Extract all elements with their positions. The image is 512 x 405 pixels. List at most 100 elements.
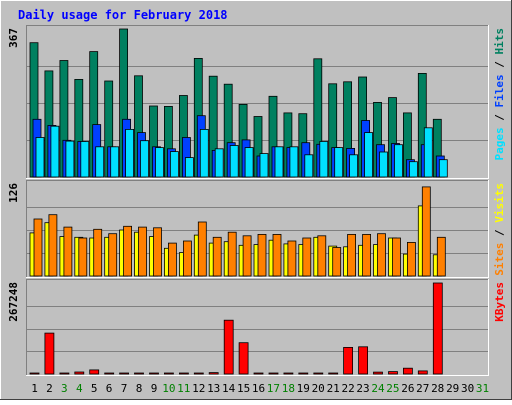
bar-requests-pages-day-4 xyxy=(80,141,90,178)
bar-requests-pages-day-25 xyxy=(394,144,403,178)
x-tick-label-day-3: 3 xyxy=(61,382,68,395)
bar-visits-sites-day-27 xyxy=(421,186,431,277)
panel-visits: 126 Sites / Visits xyxy=(7,180,506,278)
bar-kbytes-kbytes-day-11 xyxy=(178,372,189,375)
legend-separator: / xyxy=(493,55,506,75)
bar-visits-sites-day-1 xyxy=(33,218,43,277)
bar-visits-sites-day-21 xyxy=(332,247,342,277)
x-tick-label-day-17: 17 xyxy=(267,382,280,395)
bar-kbytes-kbytes-day-19 xyxy=(298,372,309,375)
bar-requests-pages-day-21 xyxy=(334,147,344,178)
x-tick-label-day-25: 25 xyxy=(386,382,399,395)
panel-kbytes-ymax-label: 267248 xyxy=(7,282,20,322)
bar-requests-pages-day-16 xyxy=(259,153,269,178)
bar-requests-pages-day-13 xyxy=(214,148,224,178)
bar-requests-pages-day-19 xyxy=(304,154,314,178)
bar-requests-pages-day-8 xyxy=(140,140,149,178)
x-tick-label-day-12: 12 xyxy=(192,382,205,395)
bar-kbytes-kbytes-day-24 xyxy=(373,371,383,375)
bar-visits-sites-day-11 xyxy=(182,240,192,277)
legend-separator: / xyxy=(493,223,506,243)
bar-requests-pages-day-14 xyxy=(229,145,239,178)
bar-kbytes-kbytes-day-7 xyxy=(119,372,129,375)
bar-visits-sites-day-25 xyxy=(392,237,401,277)
chart-panels: 367 Pages / Files / Hits 126 Sites / Visits… xyxy=(7,25,506,376)
bar-kbytes-kbytes-day-9 xyxy=(149,372,159,375)
x-tick-label-day-16: 16 xyxy=(252,382,265,395)
panel-requests: 367 Pages / Files / Hits xyxy=(7,25,506,179)
x-tick-label-day-9: 9 xyxy=(151,382,158,395)
bar-kbytes-kbytes-day-16 xyxy=(253,372,264,375)
bar-kbytes-kbytes-day-2 xyxy=(44,332,55,375)
x-tick-label-day-11: 11 xyxy=(177,382,190,395)
x-tick-label-day-22: 22 xyxy=(341,382,354,395)
panel-visits-legend: Sites / Visits xyxy=(493,183,506,276)
x-tick-label-day-6: 6 xyxy=(106,382,113,395)
x-tick-label-day-27: 27 xyxy=(416,382,429,395)
bar-requests-pages-day-22 xyxy=(349,154,359,178)
bar-requests-pages-day-15 xyxy=(244,147,254,178)
bar-kbytes-kbytes-day-17 xyxy=(268,372,279,375)
x-tick-label-day-10: 10 xyxy=(162,382,175,395)
bar-visits-sites-day-12 xyxy=(197,221,207,277)
bar-visits-sites-day-16 xyxy=(257,233,267,277)
bar-kbytes-kbytes-day-4 xyxy=(74,371,85,375)
bar-kbytes-kbytes-day-23 xyxy=(358,346,369,375)
legend-kbytes: KBytes xyxy=(493,282,506,322)
bar-visits-sites-day-3 xyxy=(63,226,73,277)
x-tick-label-day-19: 19 xyxy=(297,382,310,395)
panel-kbytes: 267248 KBytes xyxy=(7,279,506,376)
bar-requests-pages-day-28 xyxy=(438,159,448,178)
bar-visits-sites-day-19 xyxy=(302,237,312,277)
legend-sites: Sites xyxy=(493,243,506,276)
x-tick-label-day-24: 24 xyxy=(371,382,385,395)
bar-requests-pages-day-11 xyxy=(184,157,194,178)
x-tick-label-day-21: 21 xyxy=(327,382,340,395)
bar-visits-sites-day-22 xyxy=(347,233,357,277)
bar-visits-sites-day-6 xyxy=(108,233,118,277)
bar-visits-sites-day-7 xyxy=(123,225,132,277)
bar-kbytes-kbytes-day-3 xyxy=(59,372,70,375)
panel-kbytes-area xyxy=(26,279,489,376)
bar-kbytes-kbytes-day-10 xyxy=(163,372,174,375)
bar-requests-pages-day-20 xyxy=(319,141,329,178)
bar-requests-pages-day-6 xyxy=(110,146,120,178)
x-tick-label-day-13: 13 xyxy=(207,382,220,395)
bar-requests-pages-day-10 xyxy=(169,151,179,178)
legend-hits: Hits xyxy=(493,28,506,55)
bar-visits-sites-day-14 xyxy=(227,231,237,277)
bar-requests-pages-day-26 xyxy=(408,161,418,178)
bar-visits-sites-day-28 xyxy=(436,236,446,277)
bar-kbytes-kbytes-day-28 xyxy=(432,282,443,375)
x-tick-label-day-1: 1 xyxy=(31,382,38,395)
bar-visits-sites-day-4 xyxy=(78,237,88,277)
bar-requests-pages-day-12 xyxy=(199,128,209,178)
x-tick-label-day-2: 2 xyxy=(46,382,53,395)
bar-visits-sites-day-18 xyxy=(287,240,297,277)
bar-visits-sites-day-2 xyxy=(48,214,58,277)
bar-visits-sites-day-5 xyxy=(93,228,103,277)
bar-requests-pages-day-1 xyxy=(35,137,45,178)
x-axis-labels: 1 2 3 4 5 6 7 8 9 10 11 12 13 14 15 16 17 18 19 20 21 22 23 24 2… xyxy=(31,382,489,395)
bar-kbytes-kbytes-day-15 xyxy=(238,342,249,375)
legend-separator: / xyxy=(493,108,506,128)
bar-visits-sites-day-9 xyxy=(153,227,162,277)
bar-kbytes-kbytes-day-12 xyxy=(193,372,204,375)
bar-kbytes-kbytes-day-5 xyxy=(89,369,100,375)
bar-visits-sites-day-20 xyxy=(317,235,327,277)
bar-requests-pages-day-9 xyxy=(155,147,164,178)
bar-requests-pages-day-3 xyxy=(65,140,75,178)
panel-visits-ymax-label: 126 xyxy=(7,183,20,203)
x-tick-label-day-23: 23 xyxy=(356,382,369,395)
bar-requests-pages-day-17 xyxy=(274,146,284,178)
x-tick-label-day-26: 26 xyxy=(401,382,414,395)
x-tick-label-day-30: 30 xyxy=(461,382,474,395)
bar-kbytes-kbytes-day-14 xyxy=(223,319,234,375)
bar-requests-pages-day-2 xyxy=(50,125,60,178)
legend-visits: Visits xyxy=(493,183,506,223)
bar-visits-sites-day-13 xyxy=(212,236,222,277)
panel-requests-ymax-label: 367 xyxy=(7,28,20,48)
x-tick-label-day-14: 14 xyxy=(222,382,236,395)
